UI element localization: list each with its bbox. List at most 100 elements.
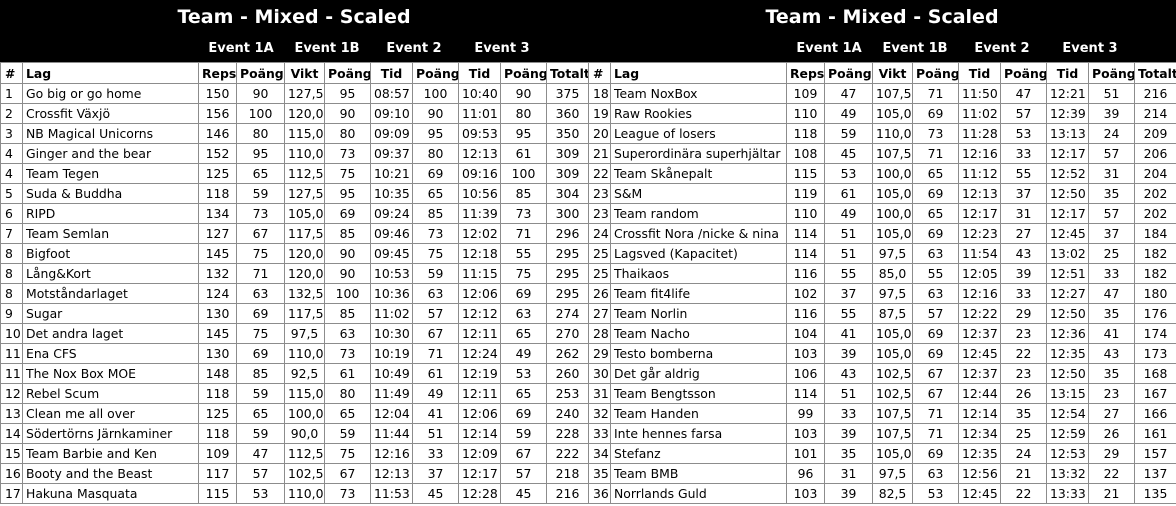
cell-total: 216	[546, 483, 589, 504]
cell-rank: 15	[0, 443, 23, 464]
cell-time: 12:16	[370, 443, 413, 464]
cell-time: 13:15	[1046, 383, 1089, 404]
cell-points: 49	[824, 103, 873, 124]
cell-time: 11:01	[458, 103, 501, 124]
cell-points: 29	[1088, 443, 1135, 464]
cell-rank: 25	[588, 243, 611, 264]
cell-points: 63	[500, 303, 547, 324]
cell-points: 71	[912, 403, 959, 424]
cell-total: 182	[1134, 263, 1176, 284]
cell-time: 12:05	[958, 263, 1001, 284]
cell-points: 85	[236, 363, 285, 384]
cell-points: 80	[500, 103, 547, 124]
column-header-reps: Reps	[786, 62, 825, 84]
cell-points: 63	[912, 463, 959, 484]
cell-points: 51	[824, 223, 873, 244]
cell-reps: 124	[198, 283, 237, 304]
cell-team: Södertörns Järnkaminer	[22, 423, 199, 444]
table-row: 36 Norrlands Guld 103 39 82,5 53 12:45 22 13:33 2…	[588, 483, 1176, 504]
column-header-total: Totalt	[546, 62, 589, 84]
cell-time: 12:53	[1046, 443, 1089, 464]
cell-points: 23	[1000, 323, 1047, 344]
cell-points: 63	[236, 283, 285, 304]
cell-weight: 107,5	[872, 143, 913, 164]
cell-team: Team Nacho	[610, 323, 787, 344]
cell-reps: 109	[786, 83, 825, 104]
cell-points: 41	[1088, 323, 1135, 344]
cell-time: 09:16	[458, 163, 501, 184]
cell-time: 12:19	[458, 363, 501, 384]
right-standings-table: # Lag Reps Poäng Vikt Poäng Tid Poäng Tid Poäng To…	[588, 62, 1176, 504]
cell-points: 71	[412, 343, 459, 364]
sheet-title: Team - Mixed - Scaled	[588, 0, 1176, 34]
cell-team: Det går aldrig	[610, 363, 787, 384]
cell-time: 12:16	[958, 283, 1001, 304]
table-row: 17 Hakuna Masquata 115 53 110,0 73 11:53 45 12:2…	[0, 483, 589, 504]
column-header-points: Poäng	[912, 62, 959, 84]
cell-points: 69	[912, 183, 959, 204]
cell-points: 57	[236, 463, 285, 484]
cell-total: 216	[1134, 83, 1176, 104]
cell-points: 63	[324, 323, 371, 344]
table-row: 13 Clean me all over 125 65 100,0 65 12:04 41 12…	[0, 403, 589, 424]
cell-points: 31	[1000, 203, 1047, 224]
cell-team: Team fit4life	[610, 283, 787, 304]
cell-weight: 102,5	[872, 363, 913, 384]
table-row: 27 Team Norlin 116 55 87,5 57 12:22 29 12:50 35 17…	[588, 303, 1176, 324]
cell-points: 55	[824, 263, 873, 284]
cell-points: 53	[912, 483, 959, 504]
cell-time: 12:13	[958, 183, 1001, 204]
cell-points: 61	[500, 143, 547, 164]
cell-points: 23	[1000, 363, 1047, 384]
cell-points: 67	[412, 323, 459, 344]
cell-reps: 148	[198, 363, 237, 384]
cell-time: 12:34	[958, 423, 1001, 444]
cell-points: 53	[824, 163, 873, 184]
cell-rank: 4	[0, 143, 23, 164]
cell-points: 75	[324, 163, 371, 184]
table-row: 16 Booty and the Beast 117 57 102,5 67 12:13 37…	[0, 463, 589, 484]
cell-time: 12:18	[458, 243, 501, 264]
cell-time: 09:09	[370, 123, 413, 144]
cell-time: 12:24	[458, 343, 501, 364]
cell-time: 12:17	[1046, 143, 1089, 164]
cell-rank: 30	[588, 363, 611, 384]
cell-reps: 118	[198, 423, 237, 444]
cell-points: 95	[236, 143, 285, 164]
cell-points: 47	[824, 83, 873, 104]
cell-time: 12:45	[1046, 223, 1089, 244]
cell-reps: 146	[198, 123, 237, 144]
cell-reps: 125	[198, 403, 237, 424]
cell-time: 12:09	[458, 443, 501, 464]
cell-rank: 11	[0, 363, 23, 384]
table-row: 15 Team Barbie and Ken 109 47 112,5 75 12:16 33…	[0, 443, 589, 464]
cell-points: 37	[1088, 223, 1135, 244]
cell-weight: 117,5	[284, 303, 325, 324]
cell-time: 09:10	[370, 103, 413, 124]
cell-time: 12:14	[958, 403, 1001, 424]
column-header-points: Poäng	[500, 62, 547, 84]
cell-team: Lång&Kort	[22, 263, 199, 284]
cell-points: 73	[324, 343, 371, 364]
cell-rank: 24	[588, 223, 611, 244]
cell-weight: 97,5	[872, 463, 913, 484]
cell-points: 23	[1088, 383, 1135, 404]
cell-weight: 105,0	[872, 343, 913, 364]
column-header-rank: #	[588, 62, 611, 84]
cell-points: 45	[824, 143, 873, 164]
cell-time: 10:19	[370, 343, 413, 364]
left-standings-panel: Team - Mixed - Scaled Event 1A Event 1B …	[0, 0, 589, 504]
cell-time: 10:36	[370, 283, 413, 304]
cell-points: 57	[1088, 203, 1135, 224]
cell-team: Booty and the Beast	[22, 463, 199, 484]
cell-total: 295	[546, 263, 589, 284]
cell-time: 11:53	[370, 483, 413, 504]
table-row: 34 Stefanz 101 35 105,0 69 12:35 24 12:53 29 157	[588, 443, 1176, 464]
cell-points: 69	[912, 223, 959, 244]
cell-points: 39	[1088, 103, 1135, 124]
cell-time: 10:56	[458, 183, 501, 204]
column-header-time: Tid	[370, 62, 413, 84]
cell-team: Ena CFS	[22, 343, 199, 364]
cell-weight: 110,0	[872, 123, 913, 144]
cell-rank: 5	[0, 183, 23, 204]
